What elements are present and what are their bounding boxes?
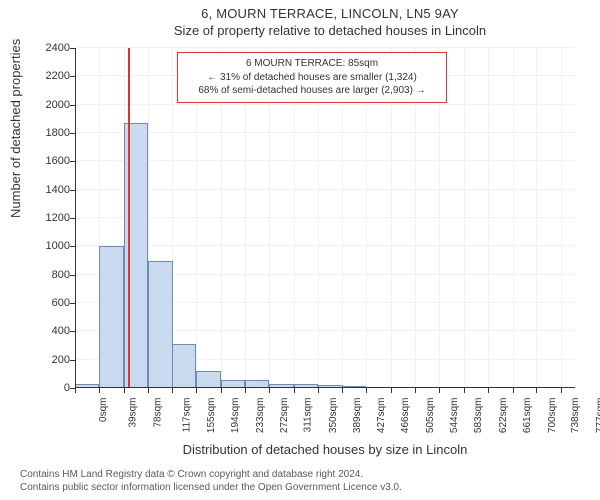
x-tick-mark bbox=[561, 388, 562, 393]
x-tick-mark bbox=[124, 388, 125, 393]
x-tick-label: 233sqm bbox=[255, 398, 266, 434]
x-tick-label: 622sqm bbox=[498, 398, 509, 434]
x-tick-mark bbox=[439, 388, 440, 393]
plot-area: 6 MOURN TERRACE: 85sqm← 31% of detached … bbox=[75, 48, 575, 388]
x-tick-label: 777sqm bbox=[595, 398, 600, 434]
y-tick-mark bbox=[70, 246, 75, 247]
footer-credits: Contains HM Land Registry data © Crown c… bbox=[20, 469, 590, 494]
x-tick-mark bbox=[221, 388, 222, 393]
histogram-bar bbox=[172, 344, 196, 388]
histogram-bar bbox=[196, 371, 220, 388]
gridline-horizontal bbox=[75, 104, 575, 105]
y-tick-label: 2400 bbox=[30, 42, 70, 54]
chart-title: 6, MOURN TERRACE, LINCOLN, LN5 9AY bbox=[60, 6, 600, 21]
x-tick-label: 505sqm bbox=[425, 398, 436, 434]
gridline-vertical bbox=[513, 48, 514, 388]
x-tick-mark bbox=[294, 388, 295, 393]
gridline-horizontal bbox=[75, 217, 575, 218]
gridline-horizontal bbox=[75, 160, 575, 161]
gridline-horizontal bbox=[75, 189, 575, 190]
x-tick-label: 272sqm bbox=[279, 398, 290, 434]
y-axis-label: Number of detached properties bbox=[8, 39, 23, 218]
x-tick-label: 389sqm bbox=[352, 398, 363, 434]
x-tick-mark bbox=[391, 388, 392, 393]
x-tick-mark bbox=[342, 388, 343, 393]
x-tick-mark bbox=[245, 388, 246, 393]
x-tick-label: 117sqm bbox=[181, 398, 192, 433]
annotation-box: 6 MOURN TERRACE: 85sqm← 31% of detached … bbox=[177, 52, 447, 103]
x-tick-label: 155sqm bbox=[206, 398, 217, 434]
y-tick-label: 600 bbox=[30, 297, 70, 309]
x-tick-label: 738sqm bbox=[570, 398, 581, 434]
gridline-vertical bbox=[536, 48, 537, 388]
x-tick-label: 78sqm bbox=[152, 398, 163, 428]
y-tick-label: 1200 bbox=[30, 212, 70, 224]
footer-line-2: Contains public sector information licen… bbox=[20, 482, 590, 495]
y-tick-label: 200 bbox=[30, 354, 70, 366]
chart-container: 6, MOURN TERRACE, LINCOLN, LN5 9AY Size … bbox=[0, 0, 600, 500]
annotation-line: 68% of semi-detached houses are larger (… bbox=[186, 84, 438, 98]
x-axis-line bbox=[75, 387, 575, 388]
y-tick-label: 1000 bbox=[30, 240, 70, 252]
annotation-line: ← 31% of detached houses are smaller (1,… bbox=[186, 71, 438, 85]
gridline-vertical bbox=[464, 48, 465, 388]
footer-line-1: Contains HM Land Registry data © Crown c… bbox=[20, 469, 590, 482]
chart-subtitle: Size of property relative to detached ho… bbox=[60, 23, 600, 38]
y-tick-mark bbox=[70, 190, 75, 191]
y-tick-mark bbox=[70, 48, 75, 49]
x-tick-label: 311sqm bbox=[303, 398, 314, 433]
y-tick-label: 0 bbox=[30, 382, 70, 394]
y-tick-mark bbox=[70, 303, 75, 304]
x-tick-mark bbox=[513, 388, 514, 393]
y-tick-label: 800 bbox=[30, 269, 70, 281]
x-tick-mark bbox=[196, 388, 197, 393]
x-tick-mark bbox=[464, 388, 465, 393]
y-tick-label: 2000 bbox=[30, 99, 70, 111]
y-tick-label: 2200 bbox=[30, 70, 70, 82]
x-tick-mark bbox=[366, 388, 367, 393]
gridline-horizontal bbox=[75, 132, 575, 133]
y-tick-mark bbox=[70, 133, 75, 134]
x-tick-label: 661sqm bbox=[522, 398, 533, 434]
y-tick-mark bbox=[70, 105, 75, 106]
y-tick-label: 1800 bbox=[30, 127, 70, 139]
gridline-horizontal bbox=[75, 245, 575, 246]
y-tick-mark bbox=[70, 161, 75, 162]
y-tick-mark bbox=[70, 360, 75, 361]
x-tick-mark bbox=[75, 388, 76, 393]
gridline-horizontal bbox=[75, 47, 575, 48]
x-tick-label: 194sqm bbox=[230, 398, 241, 434]
histogram-bar bbox=[99, 246, 123, 388]
x-tick-mark bbox=[536, 388, 537, 393]
x-tick-mark bbox=[172, 388, 173, 393]
x-tick-mark bbox=[269, 388, 270, 393]
x-tick-label: 39sqm bbox=[128, 398, 139, 428]
x-tick-label: 700sqm bbox=[547, 398, 558, 434]
y-tick-mark bbox=[70, 331, 75, 332]
y-axis-line bbox=[75, 48, 76, 388]
x-tick-mark bbox=[148, 388, 149, 393]
x-tick-label: 466sqm bbox=[400, 398, 411, 434]
y-tick-mark bbox=[70, 76, 75, 77]
y-tick-label: 1400 bbox=[30, 184, 70, 196]
x-tick-label: 0sqm bbox=[98, 398, 109, 422]
x-tick-label: 350sqm bbox=[328, 398, 339, 434]
x-axis-label: Distribution of detached houses by size … bbox=[75, 442, 575, 457]
x-tick-label: 544sqm bbox=[449, 398, 460, 434]
histogram-bar bbox=[148, 261, 172, 389]
marker-line bbox=[128, 48, 130, 388]
x-tick-label: 583sqm bbox=[473, 398, 484, 434]
x-tick-mark bbox=[318, 388, 319, 393]
x-tick-mark bbox=[488, 388, 489, 393]
annotation-line: 6 MOURN TERRACE: 85sqm bbox=[186, 57, 438, 71]
y-tick-mark bbox=[70, 275, 75, 276]
y-tick-mark bbox=[70, 218, 75, 219]
x-tick-mark bbox=[99, 388, 100, 393]
y-tick-label: 1600 bbox=[30, 155, 70, 167]
gridline-vertical bbox=[561, 48, 562, 388]
x-tick-label: 427sqm bbox=[376, 398, 387, 434]
gridline-vertical bbox=[488, 48, 489, 388]
x-tick-mark bbox=[415, 388, 416, 393]
y-tick-label: 400 bbox=[30, 325, 70, 337]
